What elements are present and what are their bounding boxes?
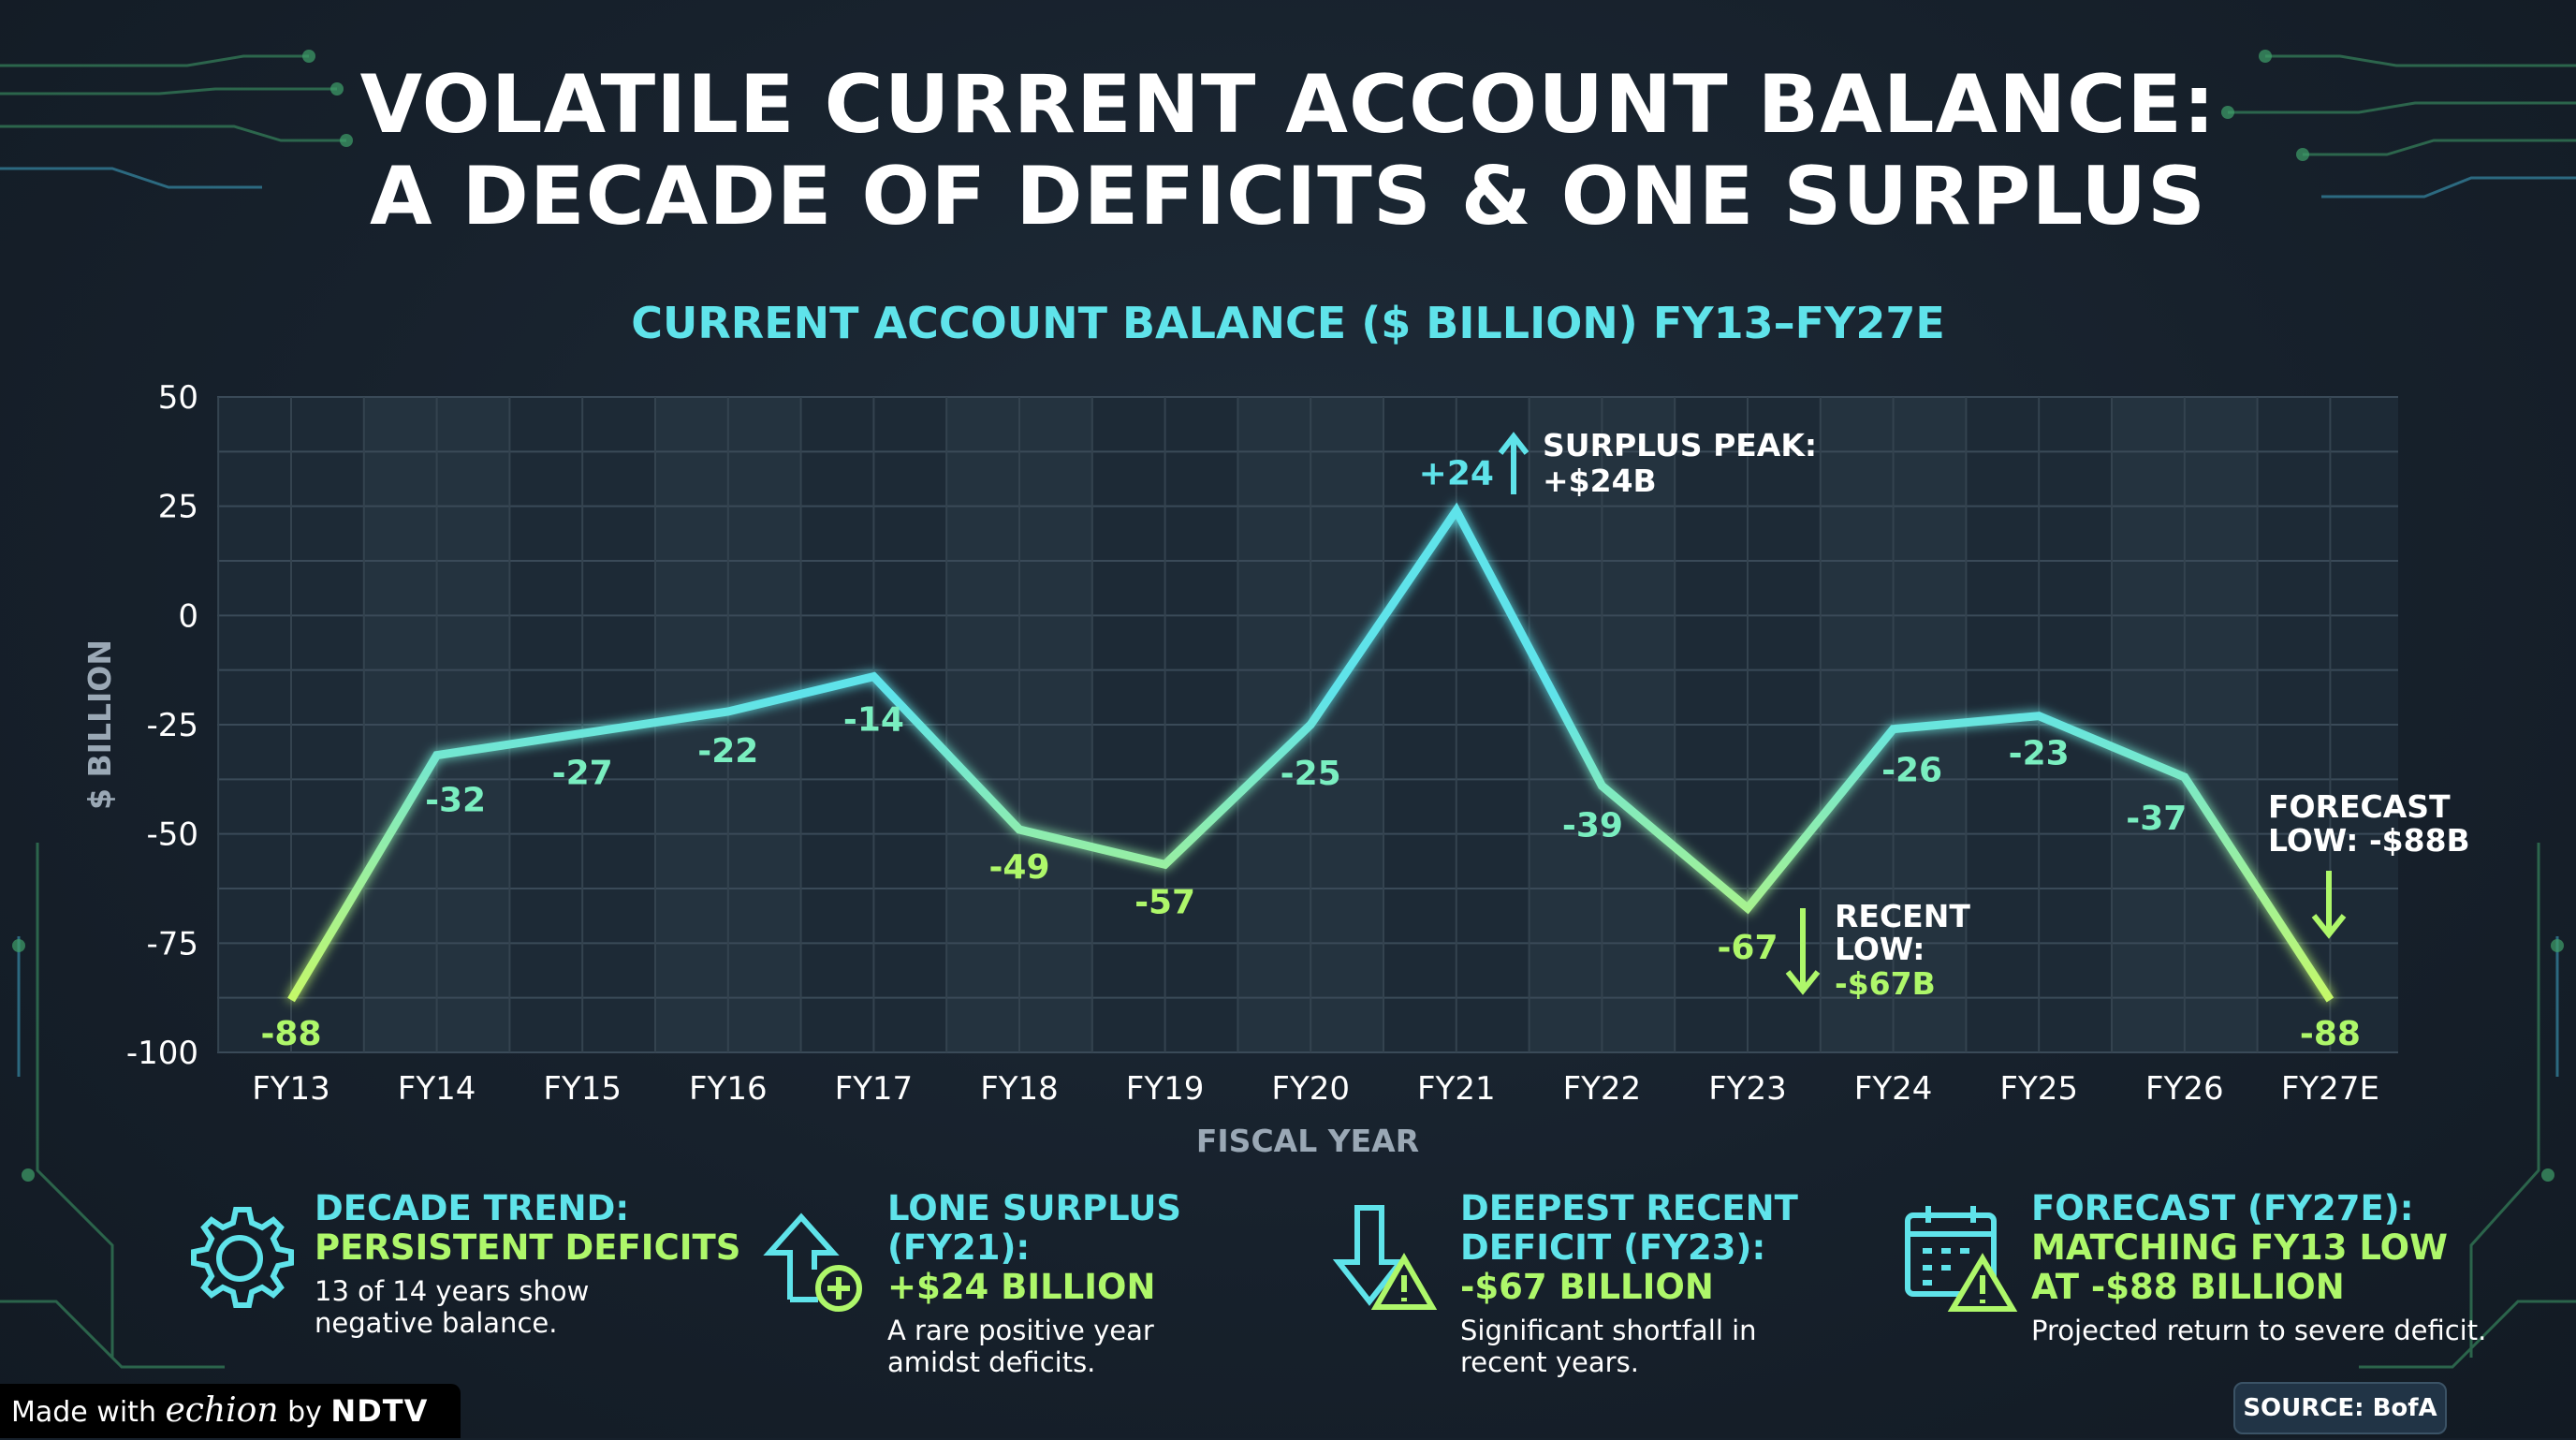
data-label: -22 (697, 732, 758, 771)
annotation-forecast-line2: LOW: -$88B (2268, 822, 2470, 859)
x-tick-label: FY26 (2145, 1070, 2224, 1108)
x-tick-label: FY22 (1563, 1070, 1642, 1108)
card-subheading: MATCHING FY13 LOW (2031, 1227, 2448, 1268)
card-heading-2: DEFICIT (FY23): (1460, 1227, 1766, 1268)
card-subheading-2: AT -$88 BILLION (2031, 1267, 2345, 1307)
y-tick-label: -100 (126, 1035, 198, 1072)
annotation-forecast-line1: FORECAST (2268, 788, 2451, 825)
data-label: -23 (2009, 735, 2070, 773)
data-label: -57 (1134, 883, 1195, 921)
y-tick-label: -50 (146, 816, 198, 854)
made-prefix: Made with (11, 1396, 166, 1429)
card-heading: DECADE TREND: (315, 1188, 630, 1228)
series-line (287, 502, 2334, 1003)
title-line-2: A DECADE OF DEFICITS & ONE SURPLUS (370, 150, 2206, 243)
x-tick-label: FY27E (2281, 1070, 2379, 1108)
card-subheading: +$24 BILLION (887, 1267, 1156, 1307)
data-label: -37 (2126, 800, 2187, 838)
annotation-surplus-peak: SURPLUS PEAK: +$24B (1498, 427, 1817, 499)
x-tick-label: FY18 (980, 1070, 1059, 1108)
arrow-down-icon (1785, 908, 1821, 995)
x-axis-label: FISCAL YEAR (1196, 1123, 1419, 1159)
card-body-line: A rare positive year (887, 1315, 1154, 1346)
card-body-line: negative balance. (315, 1307, 558, 1339)
data-label: +24 (1419, 454, 1494, 492)
y-axis-label: $ BILLION (81, 639, 118, 810)
x-tick-label: FY15 (543, 1070, 622, 1108)
card-body-line: Significant shortfall in (1460, 1315, 1757, 1346)
annotation-forecast-low: FORECAST LOW: -$88B (2268, 788, 2470, 939)
data-label: -27 (552, 754, 613, 792)
annotation-peak-line2: +$24B (1543, 463, 1657, 499)
arrow-down-warning-icon (1332, 1205, 1438, 1310)
house-plus-icon (763, 1212, 862, 1312)
y-tick-label: 25 (158, 489, 198, 526)
y-tick-label: -75 (146, 925, 198, 962)
annotation-peak-line1: SURPLUS PEAK: (1543, 427, 1817, 463)
card-body-line: recent years. (1460, 1346, 1639, 1378)
card-body: Projected return to severe deficit. (2031, 1315, 2518, 1346)
data-label: -39 (1562, 806, 1623, 845)
made-with-echion-badge[interactable]: Made with echion by NDTV (0, 1384, 461, 1438)
card-body-line: amidst deficits. (887, 1346, 1096, 1378)
data-label: -14 (843, 701, 904, 740)
card-body-line: 13 of 14 years show (315, 1275, 590, 1307)
x-tick-label: FY17 (835, 1070, 914, 1108)
y-tick-label: 0 (178, 597, 198, 635)
x-tick-label: FY23 (1708, 1070, 1787, 1108)
calendar-warning-icon (1905, 1206, 2018, 1312)
data-label: -88 (2300, 1015, 2361, 1053)
arrow-up-icon (1498, 432, 1530, 494)
x-tick-label: FY19 (1126, 1070, 1205, 1108)
annotation-recent-low: RECENT LOW: -$67B (1785, 898, 1970, 1002)
x-tick-label: FY25 (1999, 1070, 2078, 1108)
card-subheading: PERSISTENT DEFICITS (315, 1227, 741, 1268)
echion-logo: echion (165, 1391, 279, 1430)
data-label: -67 (1717, 929, 1778, 967)
data-label: -26 (1881, 752, 1942, 790)
data-label: -49 (988, 848, 1049, 887)
x-tick-label: FY13 (252, 1070, 330, 1108)
ndtv-logo: NDTV (330, 1393, 429, 1429)
y-tick-label: -25 (146, 707, 198, 744)
arrow-down-icon (2311, 871, 2347, 939)
annotation-recent-line3: -$67B (1835, 965, 1936, 1002)
card-body-line: Projected return to severe deficit. (2031, 1315, 2487, 1346)
title-line-1: VOLATILE CURRENT ACCOUNT BALANCE: (359, 58, 2217, 152)
y-tick-label: 50 (158, 379, 198, 417)
source-badge: SOURCE: BofA (2233, 1382, 2447, 1434)
x-tick-label: FY21 (1417, 1070, 1496, 1108)
annotation-recent-line2: LOW: (1835, 931, 1925, 967)
gear-icon (191, 1207, 294, 1308)
card-body: 13 of 14 years show negative balance. (315, 1275, 745, 1339)
chart-title: CURRENT ACCOUNT BALANCE ($ BILLION) FY13… (631, 298, 1945, 348)
x-tick-label: FY16 (689, 1070, 768, 1108)
x-tick-label: FY14 (398, 1070, 476, 1108)
card-body: A rare positive year amidst deficits. (887, 1315, 1318, 1378)
card-body: Significant shortfall in recent years. (1460, 1315, 1891, 1378)
data-label: -88 (260, 1015, 321, 1053)
annotation-recent-line1: RECENT (1835, 898, 1970, 934)
x-tick-label: FY24 (1854, 1070, 1933, 1108)
data-label: -25 (1281, 755, 1341, 793)
made-by: by (278, 1396, 331, 1429)
card-subheading: -$67 BILLION (1460, 1267, 1714, 1307)
x-tick-label: FY20 (1271, 1070, 1350, 1108)
data-label: -32 (425, 782, 486, 820)
card-heading: FORECAST (FY27E): (2031, 1188, 2414, 1228)
card-heading: DEEPEST RECENT (1460, 1188, 1798, 1228)
card-heading: LONE SURPLUS (FY21): (887, 1188, 1182, 1268)
